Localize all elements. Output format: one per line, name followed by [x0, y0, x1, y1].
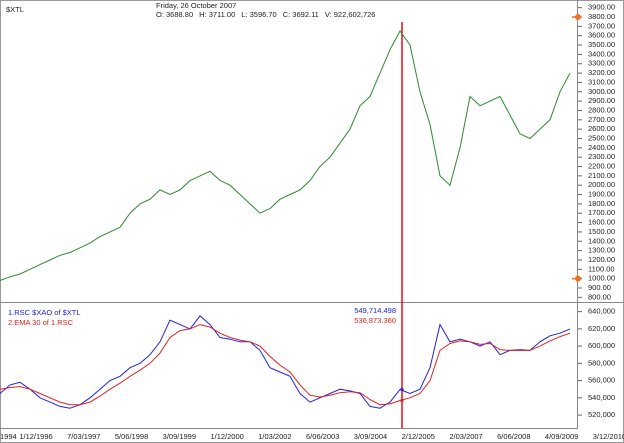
y-tick-label: 1500.00 [588, 227, 615, 236]
cursor-field: L: 3596.70 [241, 10, 276, 19]
series-line [0, 324, 571, 406]
y-tick-label: 1200.00 [588, 255, 615, 264]
y-tick-label: 1800.00 [588, 199, 615, 208]
y-tick-label: 3900.00 [588, 3, 615, 12]
cursor-point [400, 398, 404, 403]
y-tick-label: 2900.00 [588, 96, 615, 105]
y-tick-label: 620,000 [588, 324, 615, 333]
cursor-value: 536,873.360 [354, 316, 396, 325]
x-tick-label: 5/06/1998 [115, 432, 148, 441]
y-tick-label: 560,000 [588, 376, 615, 385]
series-line [0, 315, 571, 409]
y-tick-label: 2300.00 [588, 152, 615, 161]
y-tick-label: 2400.00 [588, 143, 615, 152]
y-tick-label: 1600.00 [588, 218, 615, 227]
y-tick-label: 2800.00 [588, 105, 615, 114]
x-tick-label: 4/09/2009 [545, 432, 578, 441]
y-tick-label: 3000.00 [588, 87, 615, 96]
y-tick-label: 3400.00 [588, 49, 615, 58]
x-tick-label: 1/12/1996 [19, 432, 52, 441]
y-tick-label: 1400.00 [588, 236, 615, 245]
legend-entry: 2.EMA 30 of 1.RSC [8, 318, 74, 327]
y-tick-label: 600,000 [588, 341, 615, 350]
y-tick-label: 3600.00 [588, 31, 615, 40]
y-tick-label: 1700.00 [588, 208, 615, 217]
x-tick-label: 1/03/2002 [258, 432, 291, 441]
y-tick-label: 900.00 [588, 283, 611, 292]
y-tick-label: 1300.00 [588, 246, 615, 255]
y-tick-label: 3300.00 [588, 59, 615, 68]
y-tick-label: 2500.00 [588, 133, 615, 142]
y-tick-label: 3100.00 [588, 77, 615, 86]
cursor-point [400, 387, 404, 392]
y-tick-label: 2100.00 [588, 171, 615, 180]
x-tick-label: 2/12/2005 [402, 432, 435, 441]
x-tick-label: 1994 [0, 432, 17, 441]
y-tick-label: 3200.00 [588, 68, 615, 77]
y-tick-label: 3700.00 [588, 21, 615, 30]
y-tick-label: 2000.00 [588, 180, 615, 189]
cursor-field: O: 3688.80 [156, 10, 193, 19]
y-tick-label: 3500.00 [588, 40, 615, 49]
x-tick-label: 1/12/2000 [210, 432, 243, 441]
x-tick-label: 3/09/2004 [354, 432, 387, 441]
cursor-field: H: 3711.00 [199, 10, 235, 19]
x-tick-label: 2/03/2007 [449, 432, 482, 441]
y-tick-label: 2600.00 [588, 124, 615, 133]
cursor-field: V: 922,602,726 [325, 10, 376, 19]
y-tick-label: 1000.00 [588, 274, 615, 283]
legend-entry: 1.RSC $XAO of $XTL [8, 308, 81, 317]
series-line [0, 30, 571, 281]
y-tick-label: 520,000 [588, 410, 615, 419]
y-tick-label: 640,000 [588, 307, 615, 316]
y-tick-label: 540,000 [588, 393, 615, 402]
y-tick-label: 1900.00 [588, 190, 615, 199]
y-tick-label: 580,000 [588, 358, 615, 367]
x-tick-label: 6/06/2003 [306, 432, 339, 441]
x-tick-label: 6/06/2008 [497, 432, 530, 441]
x-tick-label: 3/09/1999 [163, 432, 196, 441]
cursor-value: 549,714.498 [354, 306, 396, 315]
cursor-field: C: 3692.11 [283, 10, 319, 19]
y-tick-label: 800.00 [588, 292, 611, 301]
y-tick-label: 1100.00 [588, 264, 615, 273]
x-tick-label: 3/12/2010 [593, 432, 624, 441]
cursor-date: Friday, 26 October 2007 [156, 1, 236, 10]
y-tick-label: 2700.00 [588, 115, 615, 124]
x-tick-label: 7/03/1997 [67, 432, 100, 441]
y-tick-label: 3800.00 [588, 12, 615, 21]
y-tick-label: 2200.00 [588, 162, 615, 171]
symbol-label: $XTL [6, 5, 24, 14]
